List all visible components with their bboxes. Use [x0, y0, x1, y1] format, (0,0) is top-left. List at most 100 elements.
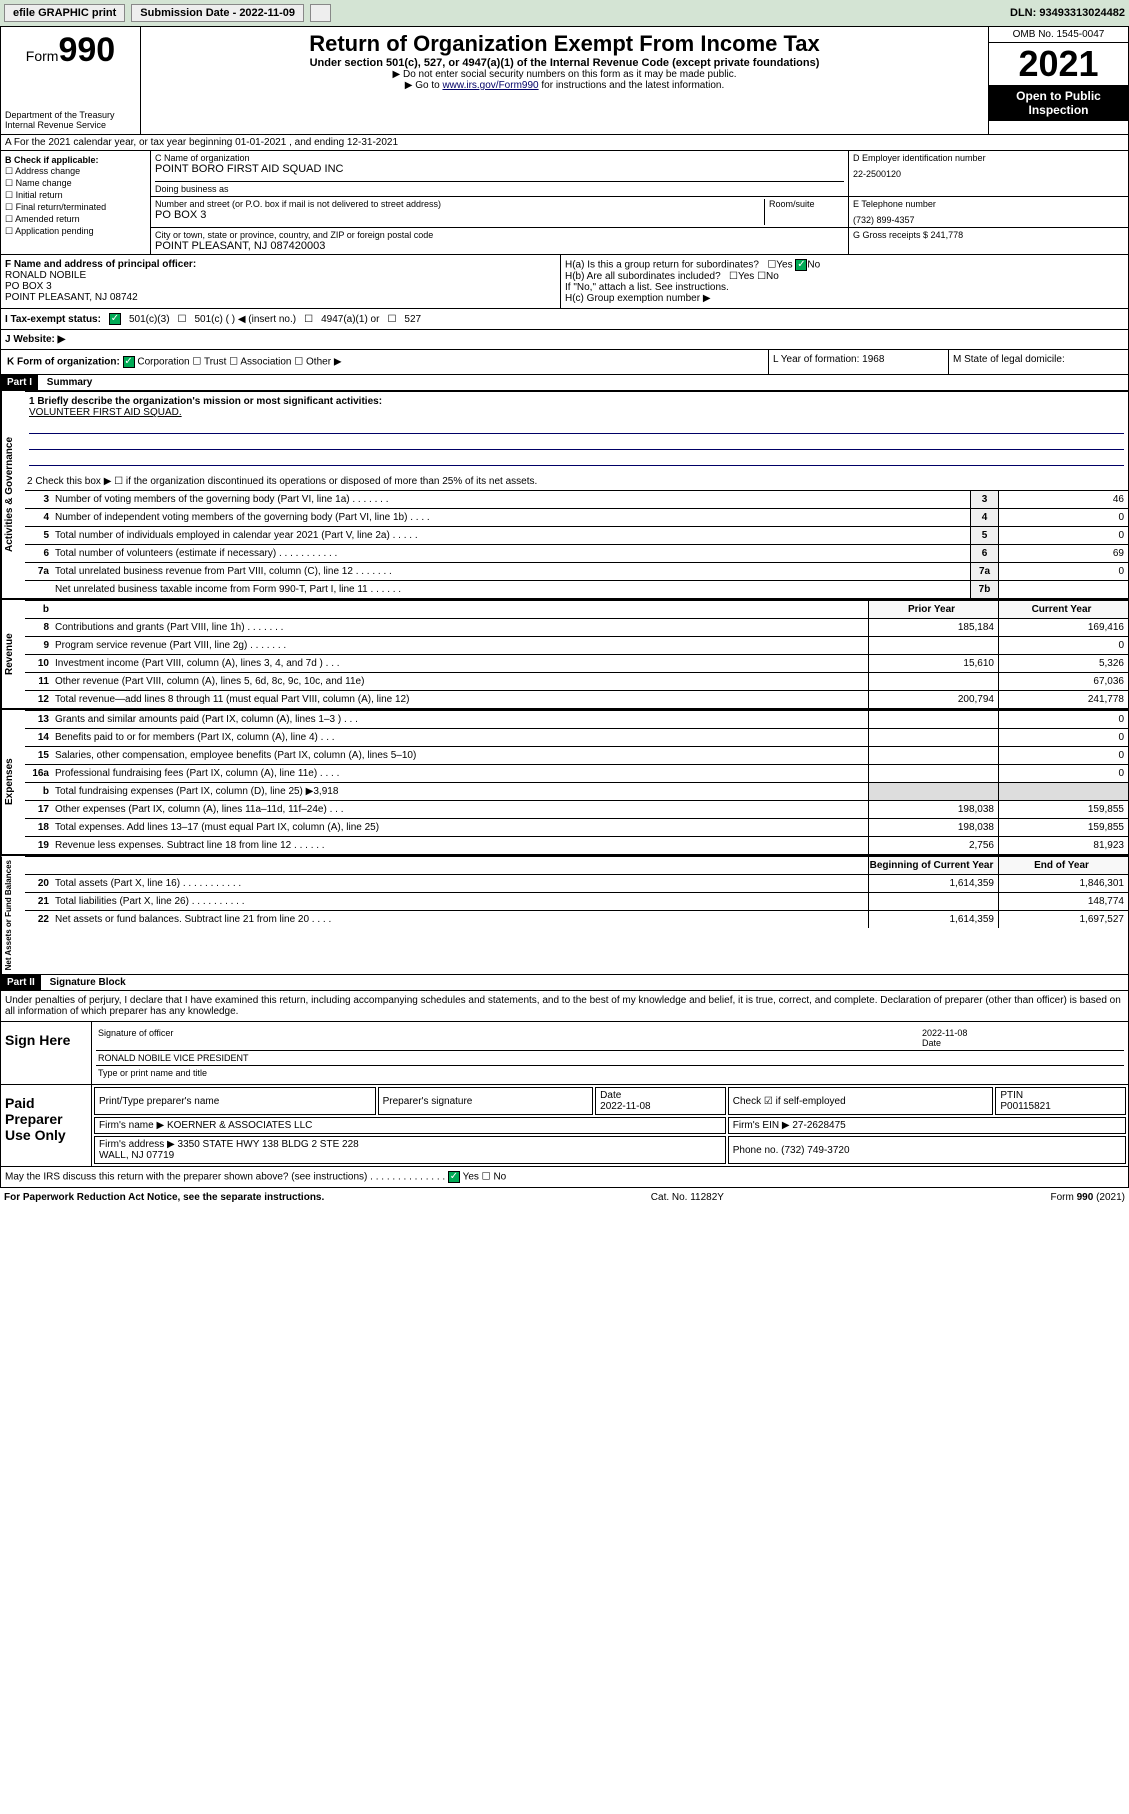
discuss-yes-check[interactable]: ✓: [448, 1171, 460, 1183]
dept-label: Department of the Treasury Internal Reve…: [5, 110, 136, 130]
col-prior-header: Prior Year: [868, 601, 998, 618]
line-val: 69: [998, 545, 1128, 562]
line-num: 3: [25, 494, 53, 505]
chk-final-return[interactable]: ☐ Final return/terminated: [5, 202, 146, 213]
line-curr: 241,778: [998, 691, 1128, 708]
officer-addr1: PO BOX 3: [5, 281, 52, 292]
footer-left: For Paperwork Reduction Act Notice, see …: [4, 1192, 324, 1203]
line-val: 0: [998, 527, 1128, 544]
note-ssn: ▶ Do not enter social security numbers o…: [145, 69, 984, 80]
line-curr: 169,416: [998, 619, 1128, 636]
col-curr-header: Current Year: [998, 601, 1128, 618]
line-desc: Net assets or fund balances. Subtract li…: [53, 912, 868, 927]
tax-year: 2021: [989, 43, 1128, 85]
irs-link[interactable]: www.irs.gov/Form990: [442, 80, 538, 91]
officer-printed: RONALD NOBILE VICE PRESIDENT: [98, 1053, 249, 1063]
declaration-text: Under penalties of perjury, I declare th…: [0, 991, 1129, 1022]
j-label: J Website: ▶: [5, 334, 65, 345]
ein-label: D Employer identification number: [853, 153, 1124, 163]
line-desc: Professional fundraising fees (Part IX, …: [53, 766, 868, 781]
sign-here-label: Sign Here: [1, 1022, 91, 1084]
line2: 2 Check this box ▶ ☐ if the organization…: [25, 474, 1128, 489]
line-curr: 159,855: [998, 819, 1128, 836]
line-num: 6: [25, 548, 53, 559]
phone-label: E Telephone number: [853, 199, 1124, 209]
form-subtitle: Under section 501(c), 527, or 4947(a)(1)…: [145, 57, 984, 69]
chk-initial-return[interactable]: ☐ Initial return: [5, 190, 146, 201]
rev-b-marker: b: [25, 604, 53, 615]
officer-addr2: POINT PLEASANT, NJ 08742: [5, 292, 138, 303]
part-ii-badge: Part II: [1, 975, 41, 990]
chk-amended[interactable]: ☐ Amended return: [5, 214, 146, 225]
line-curr: 0: [998, 747, 1128, 764]
line-desc: Program service revenue (Part VIII, line…: [53, 638, 868, 653]
blank-button[interactable]: [310, 4, 331, 22]
paid-preparer-label: Paid Preparer Use Only: [1, 1085, 91, 1166]
k-label: K Form of organization:: [7, 357, 120, 368]
line-curr: [998, 783, 1128, 800]
chk-501c3[interactable]: ✓: [109, 313, 121, 325]
line-desc: Revenue less expenses. Subtract line 18 …: [53, 838, 868, 853]
chk-name-change[interactable]: ☐ Name change: [5, 178, 146, 189]
addr-value: PO BOX 3: [155, 209, 764, 221]
ha-no-check[interactable]: ✓: [795, 259, 807, 271]
line-num: 15: [25, 750, 53, 761]
line-prior: [868, 893, 998, 910]
line-prior: [868, 783, 998, 800]
row-a-period: A For the 2021 calendar year, or tax yea…: [0, 135, 1129, 151]
line-curr: 1,697,527: [998, 911, 1128, 928]
line-desc: Total liabilities (Part X, line 26) . . …: [53, 894, 868, 909]
ha-label: H(a) Is this a group return for subordin…: [565, 260, 759, 271]
line-box: 3: [970, 491, 998, 508]
line-desc: Net unrelated business taxable income fr…: [53, 582, 970, 597]
line-num: 14: [25, 732, 53, 743]
line-val: 0: [998, 563, 1128, 580]
line-num: 17: [25, 804, 53, 815]
line-prior: 1,614,359: [868, 911, 998, 928]
line-curr: 1,846,301: [998, 875, 1128, 892]
form-word: Form: [26, 48, 59, 64]
line-num: 13: [25, 714, 53, 725]
public-inspection: Open to Public Inspection: [989, 85, 1128, 121]
part-ii-header: Part II Signature Block: [0, 975, 1129, 991]
mission-text: VOLUNTEER FIRST AID SQUAD.: [29, 407, 182, 418]
line-prior: 2,756: [868, 837, 998, 854]
col-beg-header: Beginning of Current Year: [868, 857, 998, 874]
chk-app-pending[interactable]: ☐ Application pending: [5, 226, 146, 237]
line-num: 19: [25, 840, 53, 851]
line-desc: Total unrelated business revenue from Pa…: [53, 564, 970, 579]
line-prior: [868, 711, 998, 728]
line-num: 21: [25, 896, 53, 907]
line-curr: 67,036: [998, 673, 1128, 690]
line-prior: 185,184: [868, 619, 998, 636]
submission-date-button[interactable]: Submission Date - 2022-11-09: [131, 4, 304, 22]
line-prior: 200,794: [868, 691, 998, 708]
discuss-row: May the IRS discuss this return with the…: [0, 1167, 1129, 1188]
chk-address-change[interactable]: ☐ Address change: [5, 166, 146, 177]
hb-note: If "No," attach a list. See instructions…: [565, 282, 1124, 293]
line-desc: Total fundraising expenses (Part IX, col…: [53, 784, 868, 799]
line-desc: Other revenue (Part VIII, column (A), li…: [53, 674, 868, 689]
note-goto-pre: ▶ Go to: [405, 80, 443, 91]
efile-button[interactable]: efile GRAPHIC print: [4, 4, 125, 22]
l-label: L Year of formation:: [773, 354, 859, 365]
chk-corp[interactable]: ✓: [123, 356, 135, 368]
part-i-body: Activities & Governance 1 Briefly descri…: [0, 391, 1129, 975]
ein-value: 22-2500120: [853, 169, 1124, 179]
line-num: 11: [25, 676, 53, 687]
line-curr: 0: [998, 729, 1128, 746]
col-end-header: End of Year: [998, 857, 1128, 874]
vtab-revenue: Revenue: [1, 600, 25, 708]
form-header: Form990 Department of the Treasury Inter…: [0, 26, 1129, 135]
page-footer: For Paperwork Reduction Act Notice, see …: [0, 1188, 1129, 1207]
line-num: 12: [25, 694, 53, 705]
footer-right: Form 990 (2021): [1051, 1192, 1125, 1203]
block-fh: F Name and address of principal officer:…: [0, 255, 1129, 309]
row-i: I Tax-exempt status: ✓501(c)(3) ☐ 501(c)…: [0, 309, 1129, 330]
line-desc: Grants and similar amounts paid (Part IX…: [53, 712, 868, 727]
top-bar: efile GRAPHIC print Submission Date - 20…: [0, 0, 1129, 26]
part-i-header: Part I Summary: [0, 375, 1129, 391]
line-num: 5: [25, 530, 53, 541]
row-j: J Website: ▶: [0, 330, 1129, 350]
line-prior: [868, 729, 998, 746]
